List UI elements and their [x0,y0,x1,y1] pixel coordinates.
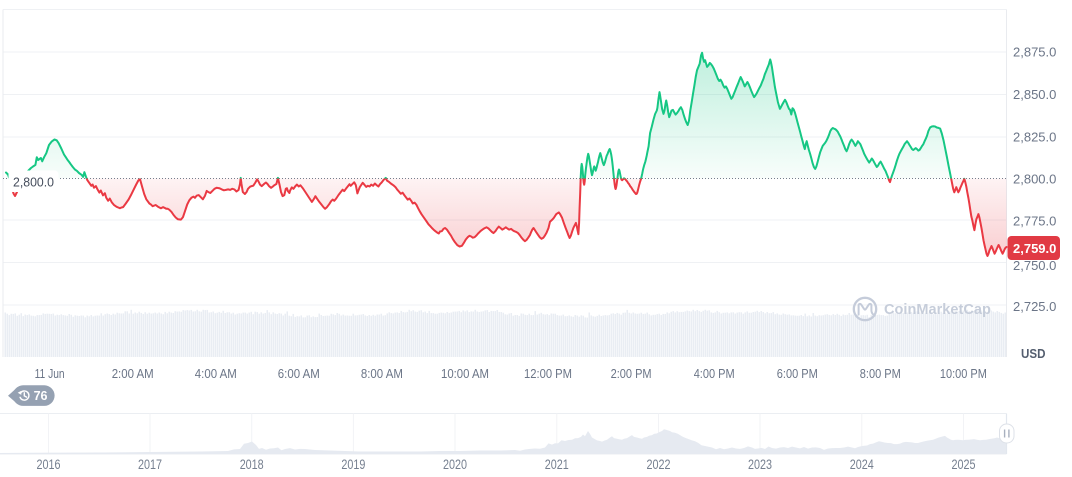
svg-text:10:00 PM: 10:00 PM [940,366,987,381]
svg-text:10:00 AM: 10:00 AM [441,366,489,381]
svg-text:2025: 2025 [952,457,976,472]
svg-text:4:00 PM: 4:00 PM [694,366,735,381]
svg-text:2,725.0: 2,725.0 [1013,299,1056,314]
svg-text:2,800.0: 2,800.0 [13,175,54,190]
svg-text:2023: 2023 [748,457,772,472]
svg-text:2019: 2019 [341,457,365,472]
svg-text:USD: USD [1021,347,1046,361]
svg-text:2022: 2022 [647,457,671,472]
svg-text:2020: 2020 [443,457,467,472]
svg-text:2,850.0: 2,850.0 [1013,87,1056,102]
svg-text:2,759.0: 2,759.0 [1013,241,1056,256]
svg-text:2,875.0: 2,875.0 [1013,45,1056,60]
svg-text:2021: 2021 [545,457,569,472]
svg-text:2016: 2016 [37,457,61,472]
svg-text:12:00 PM: 12:00 PM [524,366,572,381]
svg-text:2024: 2024 [850,457,874,472]
svg-text:2017: 2017 [138,457,162,472]
svg-text:CoinMarketCap: CoinMarketCap [884,302,991,318]
svg-text:2:00 AM: 2:00 AM [112,366,154,381]
svg-text:6:00 AM: 6:00 AM [278,366,320,381]
svg-text:2,775.0: 2,775.0 [1013,214,1056,229]
svg-text:6:00 PM: 6:00 PM [777,366,818,381]
svg-text:76: 76 [34,389,48,403]
svg-text:2018: 2018 [240,457,264,472]
svg-text:2:00 PM: 2:00 PM [611,366,652,381]
svg-text:8:00 AM: 8:00 AM [361,366,403,381]
svg-text:2,825.0: 2,825.0 [1013,130,1056,145]
svg-text:2,800.0: 2,800.0 [1013,172,1056,187]
svg-text:8:00 PM: 8:00 PM [860,366,901,381]
svg-text:2,750.0: 2,750.0 [1013,258,1056,273]
svg-text:11 Jun: 11 Jun [35,366,65,381]
svg-text:4:00 AM: 4:00 AM [195,366,237,381]
